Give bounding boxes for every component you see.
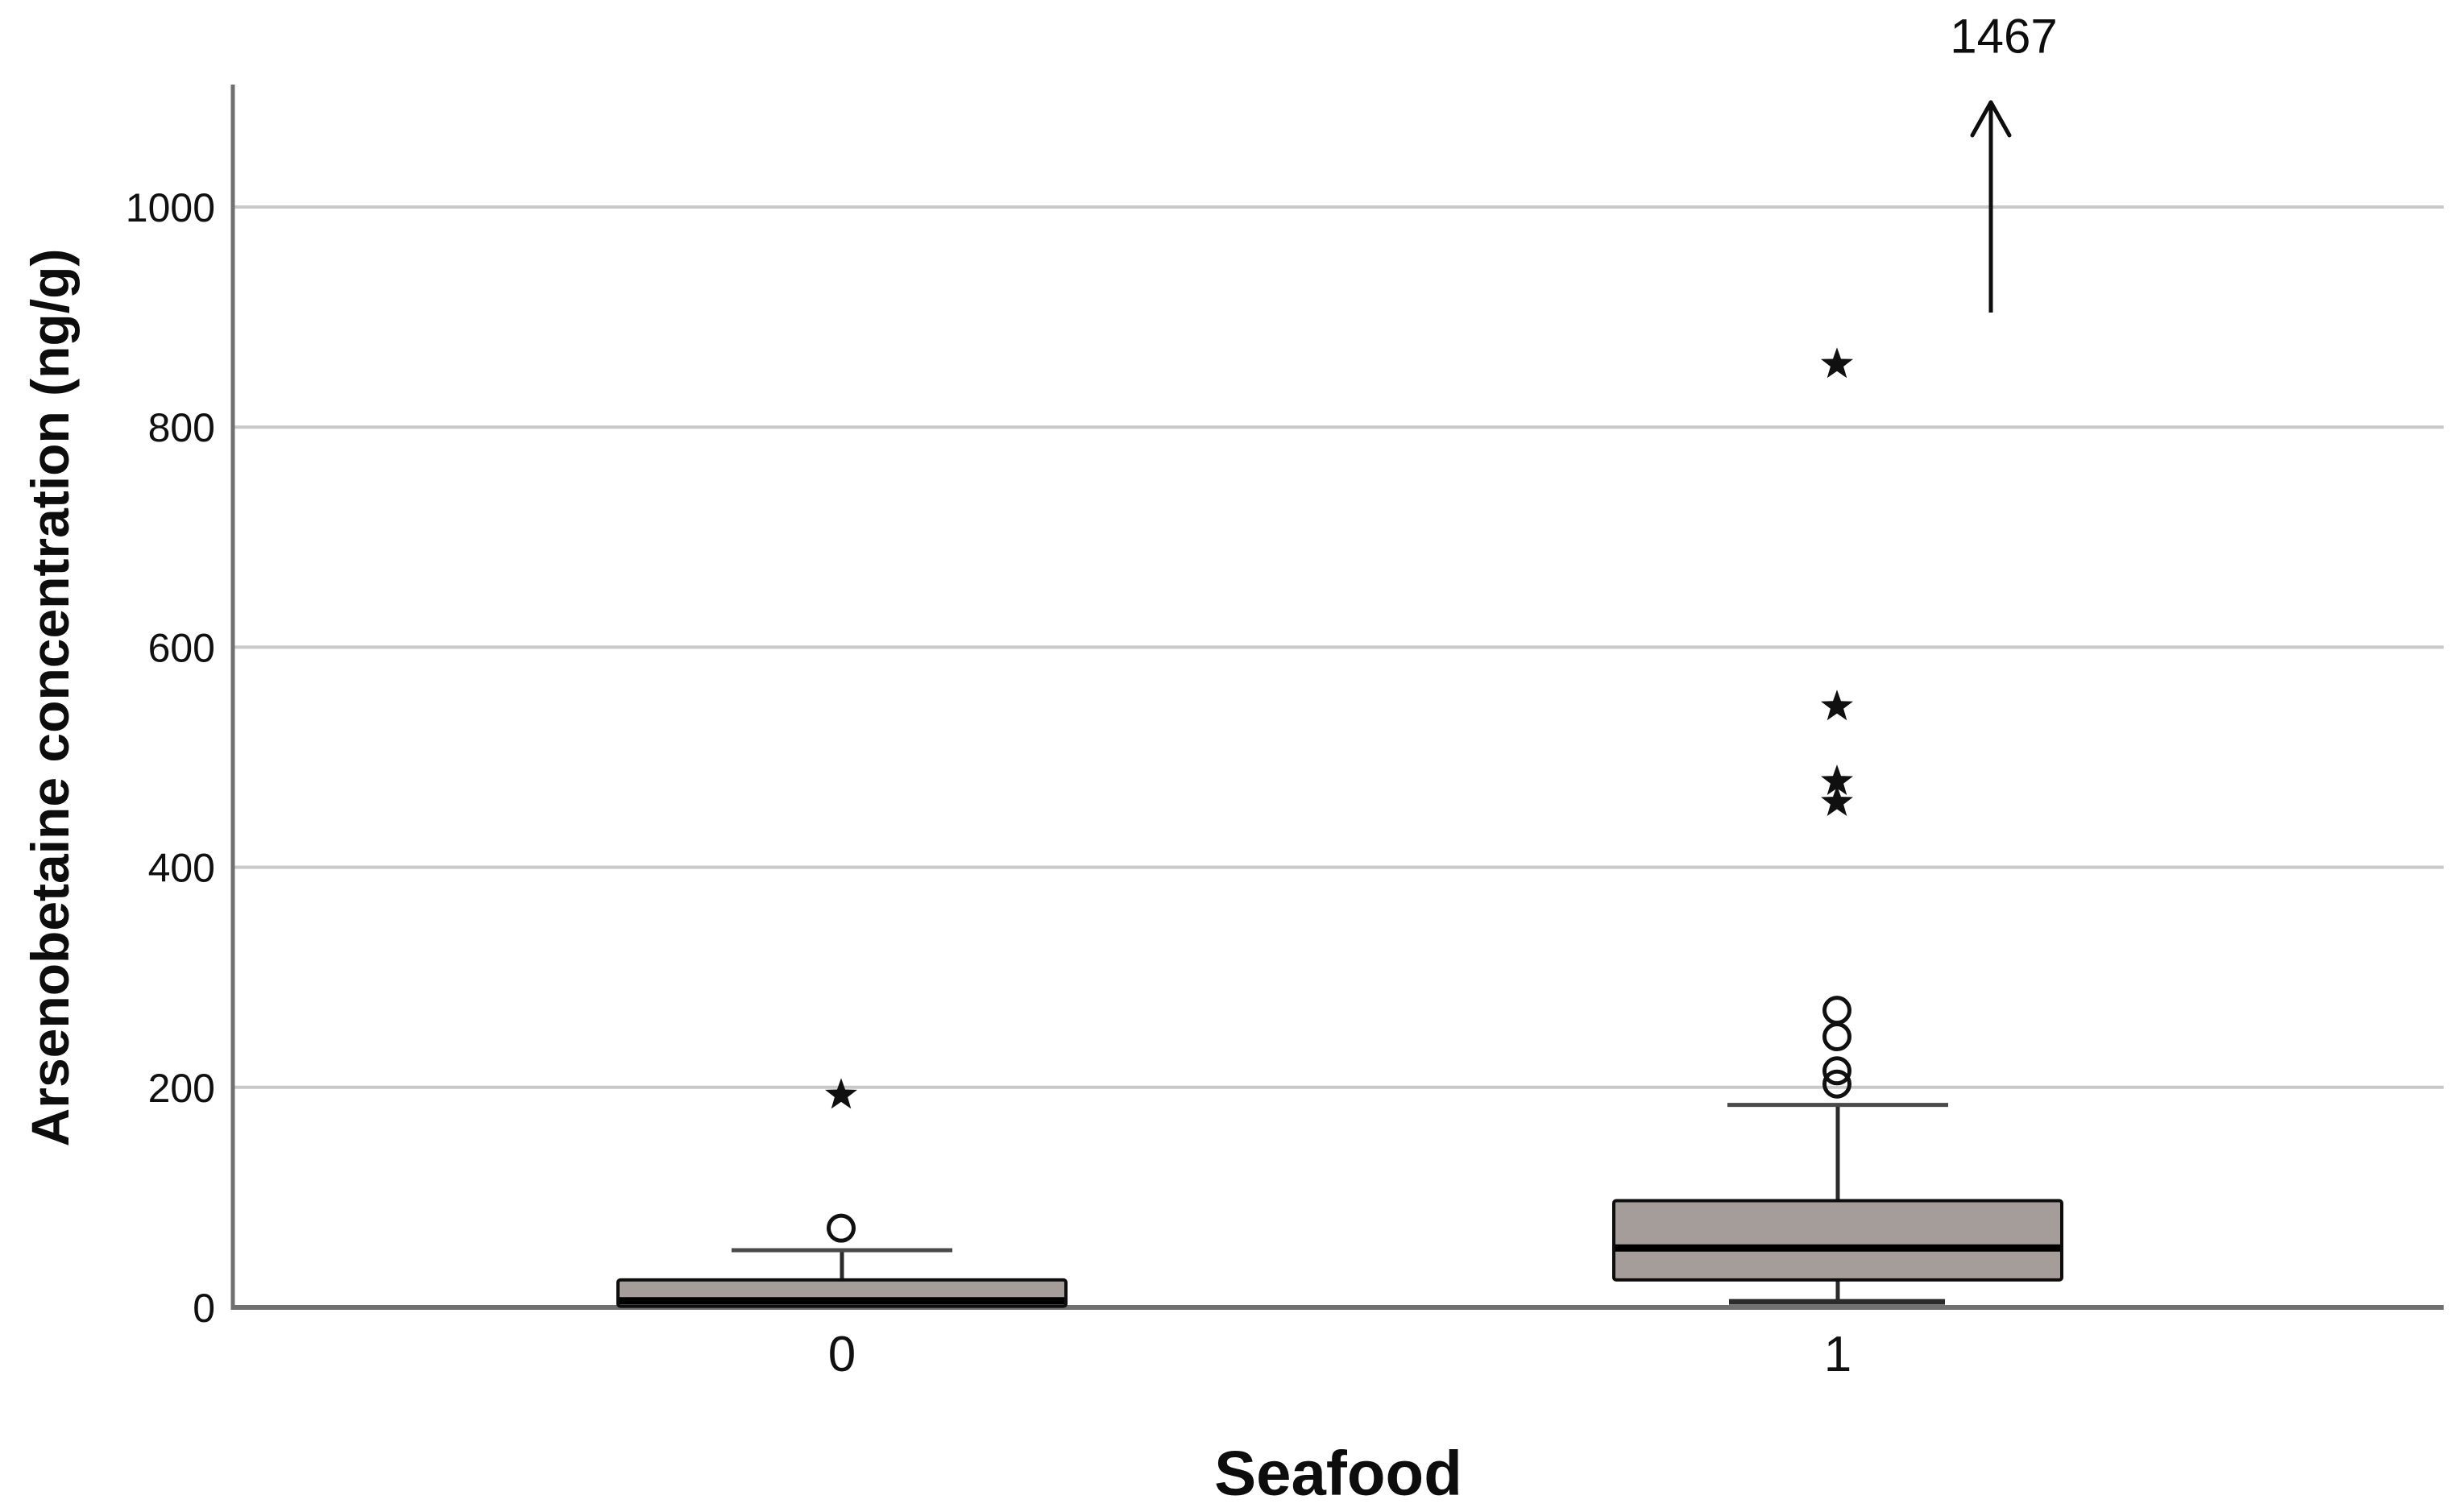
outlier-circle-marker <box>1822 1056 1851 1086</box>
extreme-star-marker <box>1821 764 1853 795</box>
y-axis-title: Arsenobetaine concentration (ng/g) <box>20 248 80 1147</box>
box-category-1 <box>1612 1199 2063 1282</box>
extreme-star-marker <box>1821 690 1853 721</box>
offscale-arrow-head-right <box>1988 100 2012 138</box>
outlier-circle-marker <box>827 1213 856 1243</box>
outlier-circle-marker <box>1822 1021 1851 1051</box>
offscale-outlier-label: 1467 <box>1950 9 2058 64</box>
extreme-star-marker <box>825 1078 857 1109</box>
offscale-arrow-head-left <box>1970 100 1993 138</box>
y-tick-label-200: 200 <box>148 1066 215 1111</box>
y-tick-label-1000: 1000 <box>126 185 215 230</box>
extreme-star-marker <box>1821 347 1853 379</box>
x-tick-label-0: 0 <box>828 1327 856 1382</box>
outlier-circle-marker <box>1822 996 1851 1025</box>
y-tick-label-0: 0 <box>193 1286 215 1331</box>
extreme-star-marker <box>1821 785 1853 816</box>
outlier-circle-marker <box>1822 1069 1851 1099</box>
x-tick-label-1: 1 <box>1824 1327 1851 1382</box>
x-axis-title: Seafood <box>1214 1437 1462 1509</box>
y-tick-label-400: 400 <box>148 846 215 891</box>
y-tick-label-600: 600 <box>148 625 215 670</box>
y-tick-label-800: 800 <box>148 405 215 450</box>
